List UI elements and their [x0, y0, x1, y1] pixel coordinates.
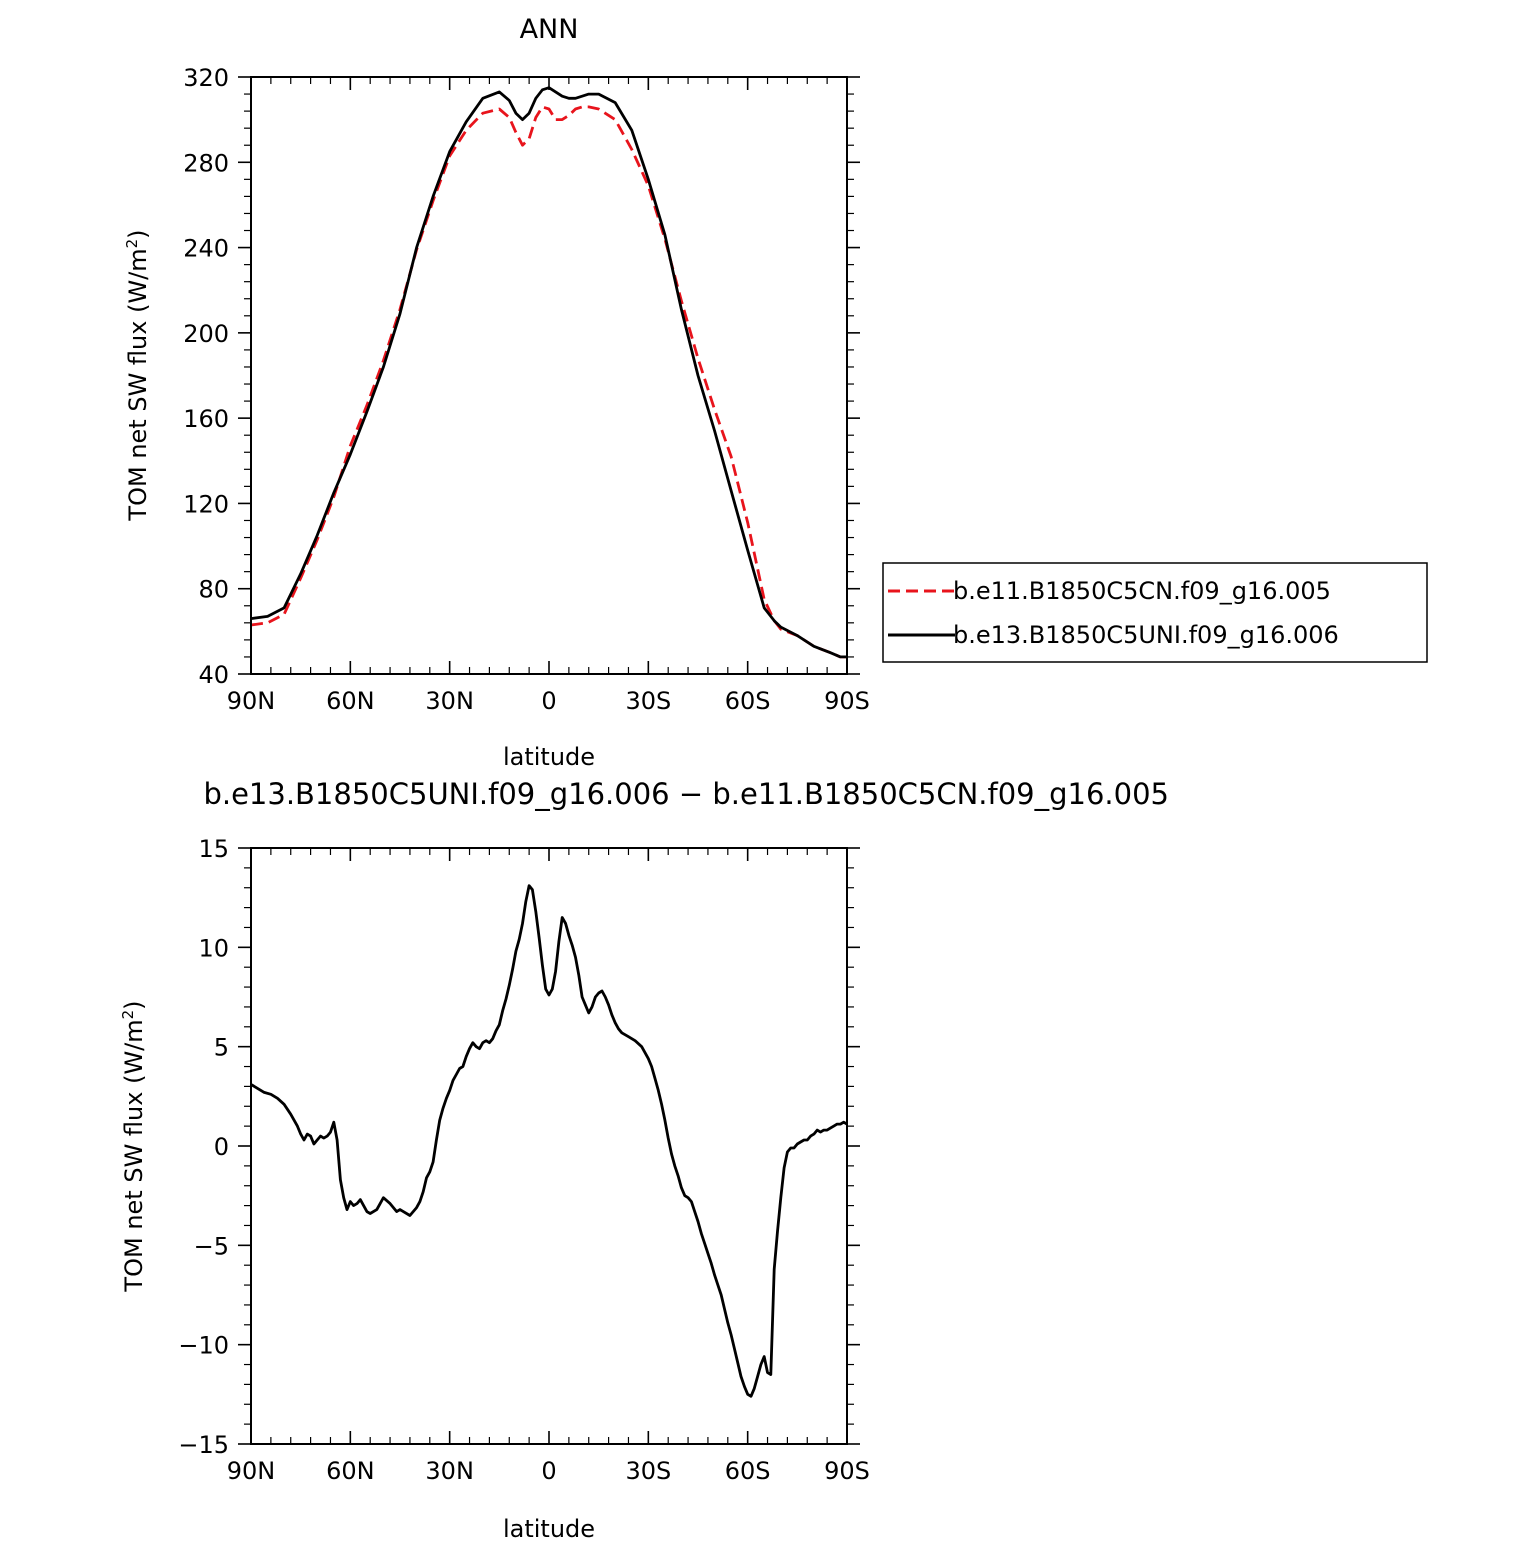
bottom-panel-ylabel-close: )	[120, 1000, 148, 1009]
top-panel-ytick-label: 240	[183, 235, 229, 263]
bottom-panel: b.e13.B1850C5UNI.f09_g16.006 − b.e11.B18…	[119, 777, 1169, 1543]
bottom-panel-xlabel: latitude	[503, 1515, 595, 1543]
bottom-panel-frame	[250, 847, 848, 1445]
bottom-panel-xtick-label: 0	[541, 1457, 556, 1485]
top-panel: ANN 90N 60N 30N 0 30S 60S 90S 40 80 120 160 200 240 2…	[123, 14, 870, 771]
top-panel-series-line-1	[250, 105, 847, 659]
bottom-panel-ytick-label: 15	[198, 835, 229, 863]
bottom-panel-xtick-label: 60N	[326, 1457, 375, 1485]
top-panel-xtick-label: 90N	[227, 687, 276, 715]
top-panel-ytick-label: 120	[183, 490, 229, 518]
top-panel-ytick-label: 280	[183, 149, 229, 177]
top-panel-title: ANN	[520, 14, 579, 45]
bottom-panel-title: b.e13.B1850C5UNI.f09_g16.006 − b.e11.B18…	[203, 777, 1169, 811]
bottom-panel-ytick-label: 0	[214, 1133, 229, 1161]
top-panel-series-line-2	[250, 86, 847, 659]
top-panel-xtick-label: 0	[541, 687, 556, 715]
bottom-panel-xtick-label: 90N	[227, 1457, 276, 1485]
bottom-panel-ytick-label: −10	[178, 1332, 229, 1360]
top-panel-ytick-label: 200	[183, 320, 229, 348]
bottom-panel-xtick-label: 30S	[625, 1457, 671, 1485]
top-panel-xtick-label: 30S	[625, 687, 671, 715]
bottom-panel-xtick-label: 60S	[725, 1457, 771, 1485]
top-panel-ylabel-sup: 2	[123, 239, 141, 249]
bottom-panel-xtick-label: 30N	[425, 1457, 474, 1485]
bottom-panel-series-line-1	[250, 884, 848, 1398]
bottom-panel-xtick-label: 90S	[824, 1457, 870, 1485]
bottom-panel-ytick-label: 10	[198, 934, 229, 962]
bottom-panel-ylabel-sup: 2	[119, 1010, 137, 1020]
top-panel-xlabel: latitude	[503, 743, 595, 771]
top-panel-xtick-label: 90S	[824, 687, 870, 715]
top-panel-ytick-label: 320	[183, 64, 229, 92]
top-panel-xtick-label: 60N	[326, 687, 375, 715]
top-panel-xtick-label: 60S	[725, 687, 771, 715]
top-panel-ytick-label: 80	[198, 576, 229, 604]
legend-label-series-1: b.e11.B1850C5CN.f09_g16.005	[953, 577, 1331, 605]
top-panel-xtick-label: 30N	[425, 687, 474, 715]
top-panel-ytick-label: 160	[183, 405, 229, 433]
bottom-panel-ytick-label: −15	[178, 1431, 229, 1459]
top-panel-ylabel-close: )	[124, 229, 152, 238]
top-panel-frame	[250, 76, 848, 675]
legend-box	[882, 562, 1428, 663]
bottom-panel-ylabel-main: TOM net SW flux (W/m	[120, 1019, 148, 1292]
top-panel-ylabel: TOM net SW flux (W/m2)	[123, 229, 152, 521]
top-panel-ytick-label: 40	[198, 661, 229, 689]
bottom-panel-ytick-label: −5	[194, 1232, 229, 1260]
bottom-panel-ytick-label: 5	[214, 1034, 229, 1062]
legend: b.e11.B1850C5CN.f09_g16.005 b.e13.B1850C…	[882, 562, 1428, 663]
bottom-panel-ylabel: TOM net SW flux (W/m2)	[119, 1000, 148, 1292]
legend-label-series-2: b.e13.B1850C5UNI.f09_g16.006	[953, 621, 1339, 649]
top-panel-ylabel-main: TOM net SW flux (W/m	[124, 248, 152, 521]
